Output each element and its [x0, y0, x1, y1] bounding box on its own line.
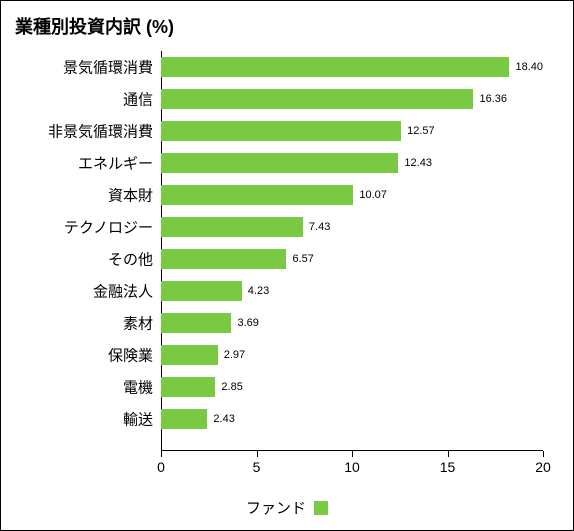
bar-row: 非景気循環消費12.57 [161, 121, 543, 141]
bar-category-label: その他 [108, 249, 161, 270]
x-tick-label: 20 [535, 451, 551, 475]
bar [161, 185, 353, 205]
bar-category-label: エネルギー [78, 153, 161, 174]
bar-category-label: 非景気循環消費 [48, 121, 161, 142]
bar [161, 217, 303, 237]
bar-row: 素材3.69 [161, 313, 543, 333]
bar [161, 249, 286, 269]
bar-category-label: 保険業 [108, 345, 161, 366]
bar-value-label: 4.23 [242, 285, 269, 297]
legend: ファンド [1, 497, 573, 518]
bar-value-label: 3.69 [231, 317, 258, 329]
bar-category-label: 金融法人 [93, 281, 161, 302]
bar [161, 409, 207, 429]
bar-value-label: 10.07 [353, 189, 387, 201]
bar [161, 121, 401, 141]
bar-row: 通信16.36 [161, 89, 543, 109]
bar-value-label: 18.40 [509, 61, 543, 73]
bar-category-label: 素材 [123, 313, 161, 334]
x-tick-label: 0 [157, 451, 165, 475]
bar-value-label: 12.57 [401, 125, 435, 137]
bar-category-label: 電機 [123, 377, 161, 398]
chart-area: 景気循環消費18.40 通信16.36 非景気循環消費12.57 エネルギー12.43… [161, 51, 543, 451]
bar [161, 57, 509, 77]
bar [161, 345, 218, 365]
bar-value-label: 6.57 [286, 253, 313, 265]
bar [161, 281, 242, 301]
bar-category-label: 資本財 [108, 185, 161, 206]
bar [161, 377, 215, 397]
legend-swatch [314, 501, 328, 515]
bar-category-label: 通信 [123, 89, 161, 110]
bar-category-label: テクノロジー [64, 217, 161, 238]
bar-value-label: 2.97 [218, 349, 245, 361]
bar-value-label: 16.36 [473, 93, 507, 105]
bar-row: 電機2.85 [161, 377, 543, 397]
bar-category-label: 景気循環消費 [63, 57, 161, 78]
bar-row: エネルギー12.43 [161, 153, 543, 173]
bar [161, 153, 398, 173]
bar-value-label: 7.43 [303, 221, 330, 233]
x-tick-label: 5 [253, 451, 261, 475]
bar-row: テクノロジー7.43 [161, 217, 543, 237]
bar-category-label: 輸送 [123, 409, 161, 430]
bar-value-label: 2.43 [207, 413, 234, 425]
bar-row: 資本財10.07 [161, 185, 543, 205]
bar-row: 保険業2.97 [161, 345, 543, 365]
x-tick-label: 15 [440, 451, 456, 475]
bars-container: 景気循環消費18.40 通信16.36 非景気循環消費12.57 エネルギー12.43… [161, 51, 543, 451]
bar [161, 313, 231, 333]
chart-card: 業種別投資内訳 (%) 景気循環消費18.40通信16.36非景気循環消費12.… [0, 0, 574, 531]
bar-row: 景気循環消費18.40 [161, 57, 543, 77]
bar-value-label: 12.43 [398, 157, 432, 169]
bar-value-label: 2.85 [215, 381, 242, 393]
legend-label: ファンド [246, 497, 306, 518]
bar-row: その他6.57 [161, 249, 543, 269]
x-tick-label: 10 [344, 451, 360, 475]
chart-title: 業種別投資内訳 (%) [1, 1, 573, 43]
bar-row: 輸送2.43 [161, 409, 543, 429]
bar-row: 金融法人4.23 [161, 281, 543, 301]
bar [161, 89, 473, 109]
